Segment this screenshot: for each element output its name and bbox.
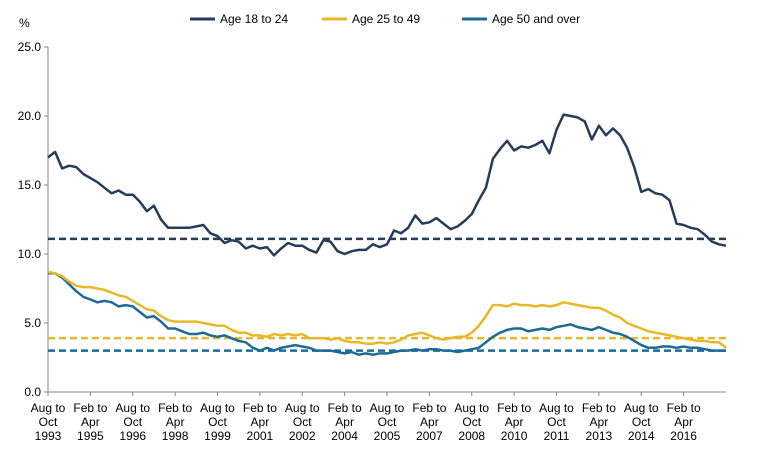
x-tick-label: Aug to Oct 2005 xyxy=(370,401,405,443)
x-tick-label: Feb to Apr 2016 xyxy=(667,401,701,443)
y-tick-label: 5.0 xyxy=(24,316,41,330)
legend: Age 18 to 24 Age 25 to 49 Age 50 and over xyxy=(190,12,580,26)
x-tick-label: Aug to Oct 1999 xyxy=(200,401,235,443)
x-tick-label: Feb to Apr 1998 xyxy=(158,401,192,443)
legend-label: Age 18 to 24 xyxy=(220,12,288,26)
series-line xyxy=(47,113,727,257)
x-tick-label: Feb to Apr 2013 xyxy=(582,401,616,443)
series-line xyxy=(47,270,727,349)
series-line xyxy=(48,272,726,356)
y-axis: 0.0 5.0 10.0 15.0 20.0 25.0 xyxy=(18,40,49,399)
series-lines xyxy=(47,113,727,356)
y-tick-label: 10.0 xyxy=(18,247,42,261)
x-tick-label: Feb to Apr 2004 xyxy=(328,401,362,443)
x-tick-label: Aug to Oct 2008 xyxy=(454,401,489,443)
y-tick-label: 25.0 xyxy=(18,40,42,54)
y-tick-label: 20.0 xyxy=(18,109,42,123)
y-unit-label: % xyxy=(19,16,30,30)
x-tick-label: Feb to Apr 2007 xyxy=(412,401,446,443)
x-tick-label: Aug to Oct 1993 xyxy=(31,401,66,443)
y-tick-label: 0.0 xyxy=(24,385,41,399)
x-tick-label: Feb to Apr 2010 xyxy=(497,401,531,443)
x-tick-label: Aug to Oct 2002 xyxy=(285,401,320,443)
x-tick-label: Feb to Apr 1995 xyxy=(73,401,107,443)
x-tick-label: Aug to Oct 1996 xyxy=(115,401,150,443)
x-tick-label: Aug to Oct 2014 xyxy=(624,401,659,443)
average-lines xyxy=(48,237,726,352)
x-tick-label: Feb to Apr 2001 xyxy=(243,401,277,443)
legend-label: Age 50 and over xyxy=(492,12,580,26)
y-tick-label: 15.0 xyxy=(18,178,42,192)
legend-label: Age 25 to 49 xyxy=(352,12,420,26)
x-tick-label: Aug to Oct 2011 xyxy=(539,401,574,443)
